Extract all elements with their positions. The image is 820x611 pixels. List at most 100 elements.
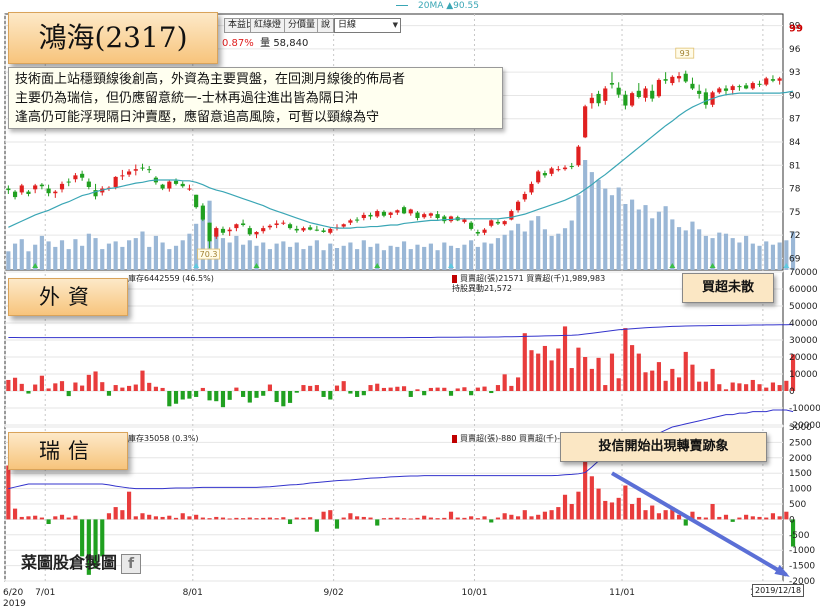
credit-bar — [556, 507, 561, 520]
candle-body — [301, 228, 306, 231]
credit-bar — [294, 517, 299, 520]
foreign-bar — [435, 387, 440, 391]
foreign-bar — [730, 382, 735, 391]
low-mark-label: 70.3 — [200, 250, 218, 259]
credit-bar — [126, 491, 132, 520]
candle-body — [368, 214, 373, 217]
foreign-bar — [616, 378, 621, 391]
volume-bar — [448, 245, 454, 270]
credit-bar — [422, 515, 427, 520]
foreign-bar — [656, 362, 662, 391]
volume-bar — [274, 243, 279, 270]
price-tick-label: 90 — [789, 91, 801, 101]
note-line: 逢高仍可能浮現隔日沖賣壓，應留意追高風險，可暫以頸線為守 — [15, 110, 380, 125]
foreign-bar — [381, 387, 387, 391]
credit-bar — [489, 519, 494, 523]
foreign-bar — [147, 382, 152, 391]
credit-bar — [442, 517, 447, 520]
price-volume-button[interactable]: 分價量 — [284, 18, 320, 33]
credit-bar — [603, 500, 608, 520]
candle-body — [683, 73, 688, 82]
volume-bar — [308, 245, 313, 270]
credit-bar — [536, 514, 541, 520]
foreign-bar — [334, 385, 340, 391]
traffic-light-button[interactable]: 紅綠燈 — [250, 18, 286, 33]
foreign-bar — [408, 391, 413, 397]
legend-swatch — [452, 274, 457, 283]
candle-body — [415, 212, 420, 219]
credit-bar — [636, 497, 641, 520]
foreign-callout: 買超未散 — [682, 273, 774, 303]
facebook-icon[interactable]: f — [121, 553, 142, 574]
x-tick-label: 7/01 — [35, 588, 55, 598]
candle-body — [422, 214, 427, 218]
volume-bar — [744, 235, 749, 270]
credit-inventory-legend: 庫存35058 (0.3%) — [128, 433, 199, 444]
signal-marker — [709, 263, 716, 268]
candle-body — [603, 88, 608, 101]
candle-body — [287, 224, 293, 229]
foreign-tick-label: 10000 — [789, 370, 818, 380]
foreign-bar — [254, 391, 259, 398]
foreign-bar — [46, 388, 51, 391]
candle-body — [401, 207, 407, 214]
foreign-bar — [495, 385, 501, 391]
volume-bar — [562, 228, 568, 270]
candle-body — [281, 222, 286, 224]
volume-bar — [368, 246, 373, 270]
volume-bar — [314, 240, 319, 270]
axes: 6/2020197/018/019/0210/0111/0112/0269727… — [3, 22, 820, 609]
candle-body — [12, 191, 18, 198]
foreign-bar — [241, 391, 246, 397]
volume-bar — [422, 246, 427, 270]
foreign-bar — [6, 379, 11, 391]
signal-marker — [783, 263, 790, 268]
credit-bar — [408, 518, 413, 520]
candle-body — [656, 79, 662, 97]
volume-bar — [529, 220, 534, 270]
credit-bar — [301, 517, 306, 520]
volume-bar — [39, 235, 44, 270]
credit-tick-label: -2000 — [789, 577, 815, 587]
foreign-bar — [589, 368, 594, 391]
candle-body — [227, 229, 232, 232]
foreign-bar — [308, 385, 313, 391]
candle-body — [294, 228, 299, 231]
candle-body — [690, 83, 695, 89]
low-mark-box — [197, 248, 220, 260]
volume-bar — [267, 249, 273, 270]
candle-body — [650, 90, 655, 99]
credit-bar — [214, 516, 219, 520]
volume-bar — [234, 235, 239, 270]
period-select[interactable]: 日線 ▼ — [334, 18, 401, 33]
credit-bar — [663, 510, 668, 520]
foreign-bar — [596, 357, 601, 391]
volume-bar — [757, 245, 762, 270]
volume-bar — [536, 216, 541, 270]
volume-bar — [515, 223, 521, 270]
volume-bar — [710, 238, 715, 270]
note-line: 技術面上站穩頸線後創高，外資為主要買盤，在回測月線後的佈局者 — [15, 72, 406, 87]
foreign-bar — [790, 354, 796, 391]
foreign-bar — [220, 391, 226, 408]
foreign-bar — [80, 385, 85, 391]
volume-bar — [583, 160, 588, 270]
candle-body — [616, 87, 621, 95]
foreign-legend-text: 買賣超(張)21571 買賣超(千)1,989,983 — [460, 274, 606, 283]
credit-bar — [697, 516, 702, 520]
high-price-mark: 99 — [789, 24, 803, 35]
foreign-tick-label: -20000 — [789, 421, 820, 431]
credit-bar — [375, 519, 380, 526]
volume-bar — [683, 230, 688, 270]
candle-body — [515, 201, 521, 211]
explain-button[interactable]: 說 — [317, 18, 335, 33]
credit-bar — [368, 517, 373, 520]
candle-body — [328, 228, 333, 233]
credit-bar — [254, 518, 259, 520]
foreign-bar — [59, 381, 65, 391]
foreign-bar — [395, 386, 400, 391]
foreign-bar — [321, 391, 326, 397]
candle-body — [160, 184, 165, 189]
volume-bar — [100, 249, 105, 270]
volume-bar — [86, 233, 91, 270]
